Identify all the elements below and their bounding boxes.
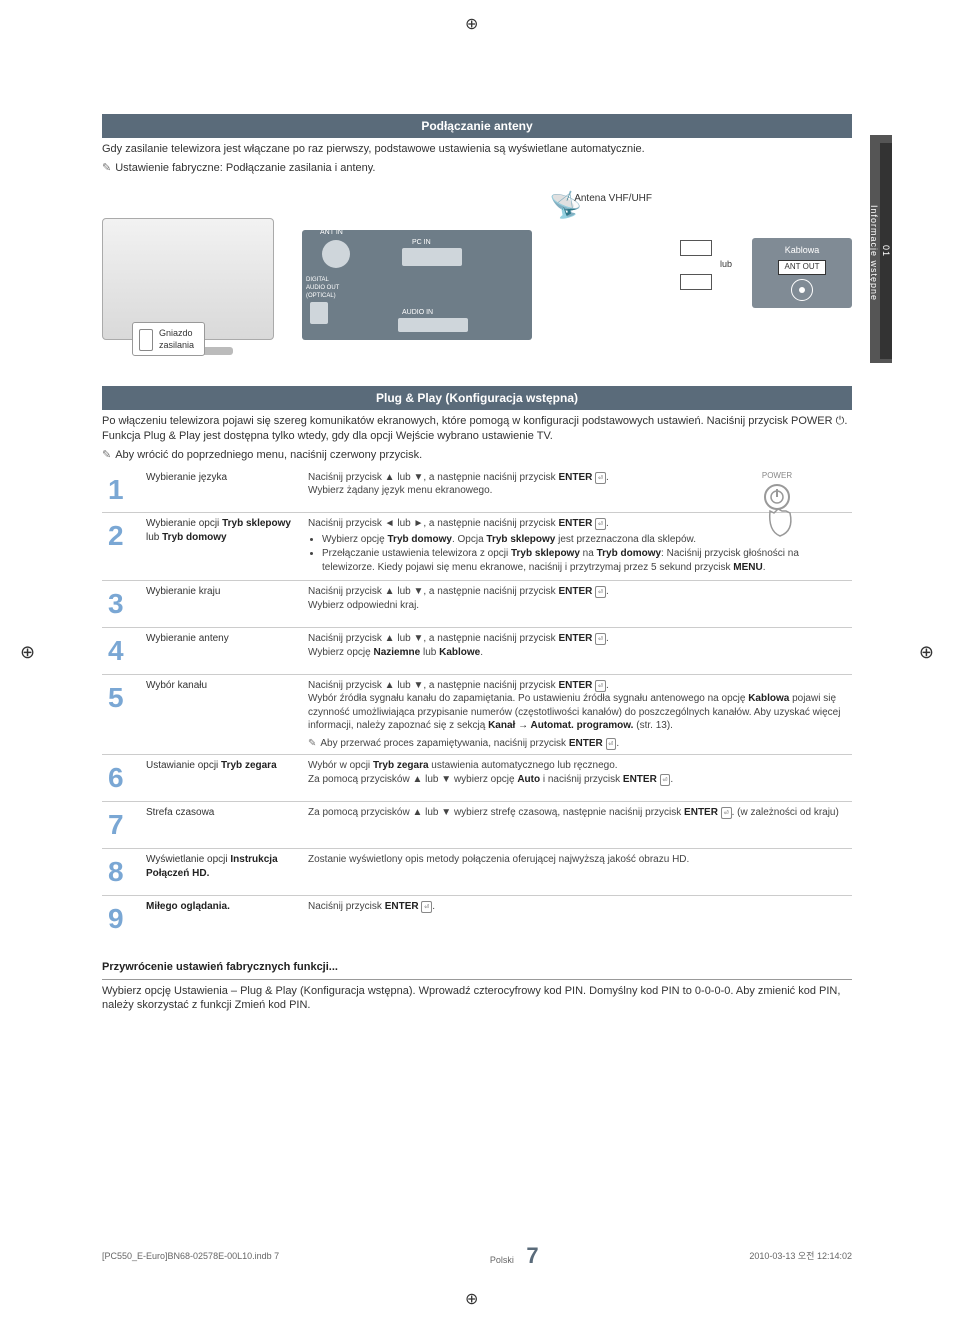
- ant-out-port: [791, 279, 813, 301]
- power-outlet-label: Gniazdozasilania: [132, 322, 205, 356]
- step-row: 9Miłego oglądania.Naciśnij przycisk ENTE…: [102, 895, 852, 941]
- reset-body: Wybierz opcję Ustawienia – Plug & Play (…: [102, 984, 852, 1014]
- step-row: 7Strefa czasowaZa pomocą przycisków ▲ lu…: [102, 802, 852, 849]
- step-number: 6: [102, 755, 140, 802]
- coax-connector-top: [680, 240, 712, 256]
- footer-file: [PC550_E-Euro]BN68-02578E-00L10.indb 7: [102, 1250, 279, 1262]
- step-body: Wybór w opcji Tryb zegara ustawienia aut…: [302, 755, 852, 802]
- step-number: 4: [102, 628, 140, 675]
- footer-language: Polski: [490, 1255, 514, 1265]
- connection-diagram: Gniazdozasilania ANT IN PC IN DIGITALAUD…: [102, 182, 852, 372]
- step-body: Za pomocą przycisków ▲ lub ▼ wybierz str…: [302, 802, 852, 849]
- step-row: 8Wyświetlanie opcji Instrukcja Połączeń …: [102, 849, 852, 896]
- step-label: Wybieranie kraju: [140, 581, 302, 628]
- audio-in-label: AUDIO IN: [402, 308, 433, 317]
- power-label: POWER: [762, 471, 792, 480]
- reset-heading: Przywrócenie ustawień fabrycznych funkcj…: [102, 960, 852, 975]
- antenna-note: Ustawienie fabryczne: Podłączanie zasila…: [102, 161, 852, 176]
- section-side-tab: 01 Informacje wstępne: [870, 135, 892, 363]
- step-row: 3Wybieranie krajuNaciśnij przycisk ▲ lub…: [102, 581, 852, 628]
- antenna-intro: Gdy zasilanie telewizora jest włączane p…: [102, 142, 852, 157]
- crop-mark-top: ⊕: [465, 14, 478, 36]
- power-hand-icon: [750, 481, 804, 541]
- antenna-label: Antena VHF/UHF: [574, 192, 652, 206]
- step-body: Naciśnij przycisk ▲ lub ▼, a następnie n…: [302, 674, 852, 755]
- step-label: Strefa czasowa: [140, 802, 302, 849]
- step-body: Naciśnij przycisk ▲ lub ▼, a następnie n…: [302, 581, 852, 628]
- side-tab-number: 01: [880, 143, 892, 359]
- step-label: Wybieranie anteny: [140, 628, 302, 675]
- step-number: 1: [102, 467, 140, 513]
- step-row: 1Wybieranie językaNaciśnij przycisk ▲ lu…: [102, 467, 852, 513]
- step-label: Ustawianie opcji Tryb zegara: [140, 755, 302, 802]
- step-number: 3: [102, 581, 140, 628]
- step-label: Miłego oglądania.: [140, 895, 302, 941]
- footer-date: 2010-03-13 오전 12:14:02: [749, 1250, 852, 1262]
- side-tab-label: Informacje wstępne: [869, 205, 879, 301]
- coax-connector-bottom: [680, 274, 712, 290]
- page-footer: [PC550_E-Euro]BN68-02578E-00L10.indb 7 P…: [102, 1241, 852, 1271]
- crop-mark-bottom: ⊕: [465, 1289, 478, 1311]
- pc-in-label: PC IN: [412, 238, 431, 247]
- cable-label: Kablowa: [752, 244, 852, 256]
- step-number: 7: [102, 802, 140, 849]
- steps-container: POWER 1Wybieranie językaNaciśnij przycis…: [102, 467, 852, 942]
- ant-out-label: ANT OUT: [778, 260, 827, 275]
- plugplay-note: Aby wrócić do poprzedniego menu, naciśni…: [102, 448, 852, 463]
- step-number: 5: [102, 674, 140, 755]
- audio-in-port: [398, 318, 468, 332]
- plugplay-intro: Po włączeniu telewizora pojawi się szere…: [102, 414, 852, 444]
- digital-out-label: DIGITALAUDIO OUT(OPTICAL): [306, 276, 339, 300]
- step-label: Wyświetlanie opcji Instrukcja Połączeń H…: [140, 849, 302, 896]
- step-body: Naciśnij przycisk ▲ lub ▼, a następnie n…: [302, 628, 852, 675]
- step-row: 6Ustawianie opcji Tryb zegaraWybór w opc…: [102, 755, 852, 802]
- pc-in-port: [402, 248, 462, 266]
- step-body: Zostanie wyświetlony opis metody połącze…: [302, 849, 852, 896]
- step-row: 5Wybór kanałuNaciśnij przycisk ▲ lub ▼, …: [102, 674, 852, 755]
- step-row: 4Wybieranie antenyNaciśnij przycisk ▲ lu…: [102, 628, 852, 675]
- step-label: Wybieranie języka: [140, 467, 302, 513]
- ant-in-label: ANT IN: [320, 228, 343, 237]
- step-number: 8: [102, 849, 140, 896]
- section-heading-plugplay: Plug & Play (Konfiguracja wstępna): [102, 386, 852, 410]
- optical-port: [310, 302, 328, 324]
- step-row: 2Wybieranie opcji Tryb sklepowy lub Tryb…: [102, 513, 852, 581]
- power-button-illustration: POWER: [750, 471, 804, 542]
- ant-in-port: [322, 240, 350, 268]
- divider: [102, 979, 852, 980]
- manual-page: ⊕ ⊕ ⊕ ⊕ 01 Informacje wstępne Podłączani…: [0, 0, 954, 1321]
- step-label: Wybieranie opcji Tryb sklepowy lub Tryb …: [140, 513, 302, 581]
- registration-right-icon: ⊕: [919, 640, 934, 664]
- or-label: lub: [720, 258, 732, 270]
- setup-steps-table: 1Wybieranie języka Naciśnij przycisk ▲ lu…: [102, 467, 852, 942]
- page-content: Podłączanie anteny Gdy zasilanie telewiz…: [102, 114, 852, 1013]
- cable-wall-box: Kablowa ANT OUT: [752, 238, 852, 308]
- section-heading-antenna: Podłączanie anteny: [102, 114, 852, 138]
- step-body: Naciśnij przycisk ENTER ⏎.: [302, 895, 852, 941]
- step-number: 9: [102, 895, 140, 941]
- rear-panel: ANT IN PC IN DIGITALAUDIO OUT(OPTICAL) A…: [302, 230, 532, 340]
- footer-page-number: 7: [526, 1243, 538, 1268]
- step-number: 2: [102, 513, 140, 581]
- registration-left-icon: ⊕: [20, 640, 35, 664]
- step-label: Wybór kanału: [140, 674, 302, 755]
